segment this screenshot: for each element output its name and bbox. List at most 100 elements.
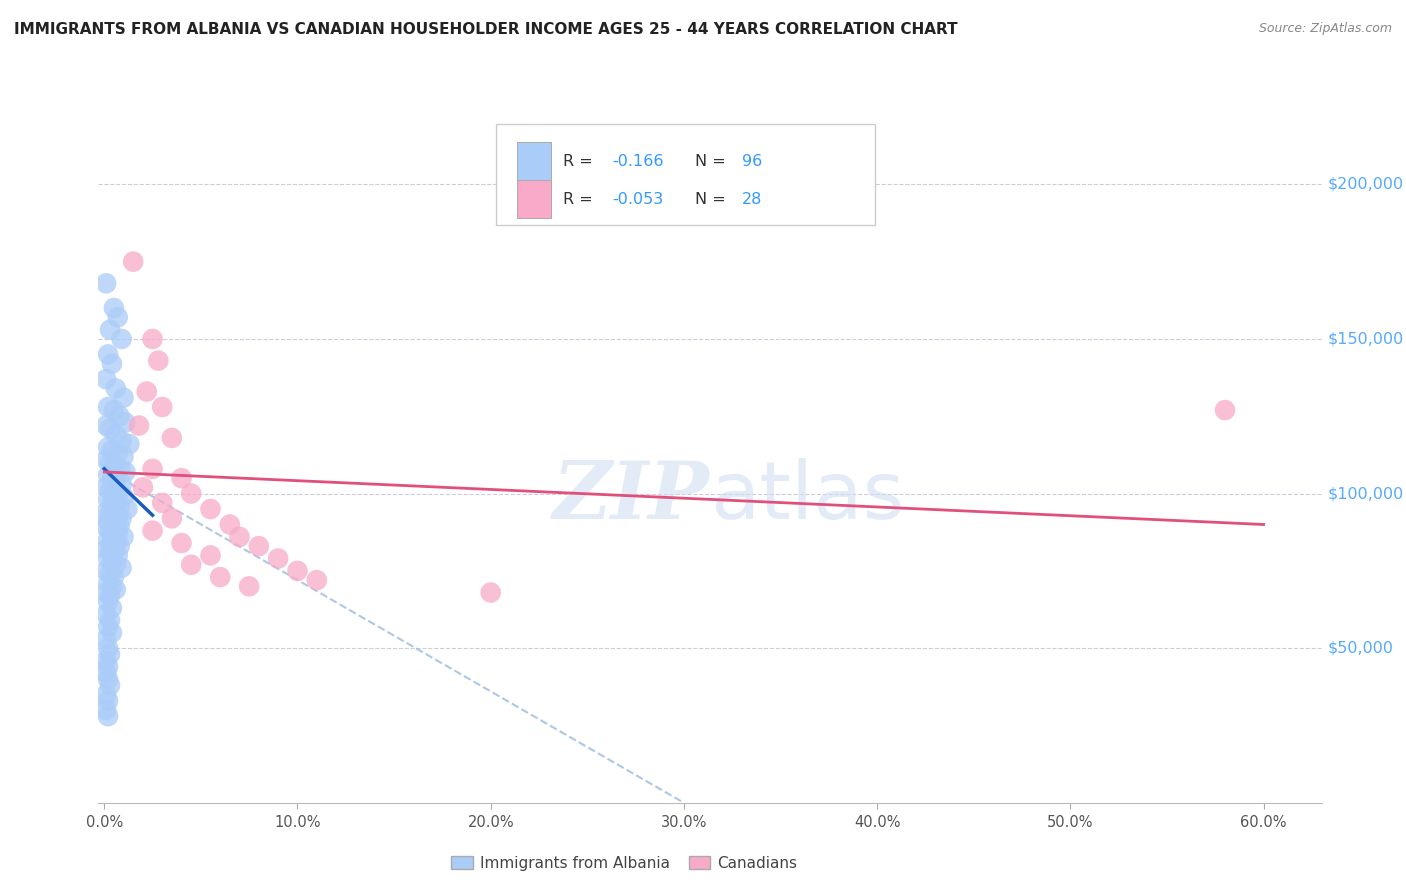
Point bbox=[122, 254, 145, 268]
Point bbox=[97, 641, 120, 656]
Point bbox=[94, 542, 117, 557]
Point bbox=[108, 539, 131, 553]
Point bbox=[97, 492, 120, 507]
Point bbox=[170, 471, 193, 485]
Point bbox=[101, 534, 124, 549]
Text: N =: N = bbox=[696, 153, 731, 169]
Point bbox=[98, 483, 121, 498]
Point bbox=[117, 502, 139, 516]
Point bbox=[97, 672, 120, 686]
Point bbox=[97, 619, 120, 633]
Point bbox=[94, 688, 117, 702]
Point bbox=[101, 579, 124, 593]
Point bbox=[108, 409, 131, 424]
Point bbox=[101, 443, 124, 458]
Point bbox=[218, 517, 240, 532]
Point bbox=[98, 543, 121, 558]
Point bbox=[180, 486, 202, 500]
Point bbox=[112, 490, 135, 504]
FancyBboxPatch shape bbox=[517, 142, 551, 180]
Point bbox=[107, 549, 129, 563]
Point bbox=[1213, 403, 1236, 417]
Text: IMMIGRANTS FROM ALBANIA VS CANADIAN HOUSEHOLDER INCOME AGES 25 - 44 YEARS CORREL: IMMIGRANTS FROM ALBANIA VS CANADIAN HOUS… bbox=[14, 22, 957, 37]
Point bbox=[101, 625, 124, 640]
Point bbox=[97, 694, 120, 708]
Point bbox=[114, 416, 136, 430]
Point bbox=[110, 332, 132, 346]
Point bbox=[112, 530, 135, 544]
Point bbox=[94, 654, 117, 668]
Point bbox=[97, 595, 120, 609]
Point bbox=[287, 564, 309, 578]
Point bbox=[103, 403, 125, 417]
Legend: Immigrants from Albania, Canadians: Immigrants from Albania, Canadians bbox=[447, 851, 803, 875]
Point bbox=[98, 507, 121, 521]
Point bbox=[107, 310, 129, 325]
Point bbox=[107, 446, 129, 460]
Point bbox=[114, 465, 136, 479]
Text: R =: R = bbox=[564, 192, 598, 207]
Point bbox=[98, 589, 121, 603]
Point bbox=[97, 400, 120, 414]
Point bbox=[479, 585, 502, 599]
Text: -0.053: -0.053 bbox=[612, 192, 664, 207]
Point bbox=[101, 357, 124, 371]
Point bbox=[98, 524, 121, 538]
Point bbox=[150, 400, 173, 414]
Point bbox=[94, 632, 117, 646]
Point bbox=[238, 579, 260, 593]
Point bbox=[180, 558, 202, 572]
Point bbox=[141, 332, 163, 346]
Point bbox=[128, 418, 150, 433]
Point bbox=[97, 347, 120, 361]
Point bbox=[108, 519, 131, 533]
Point bbox=[267, 551, 290, 566]
Point bbox=[94, 505, 117, 519]
Point bbox=[94, 585, 117, 599]
Point bbox=[110, 434, 132, 448]
Text: $50,000: $50,000 bbox=[1327, 640, 1393, 656]
Point bbox=[94, 452, 117, 467]
Point bbox=[101, 516, 124, 530]
FancyBboxPatch shape bbox=[517, 180, 551, 219]
Point bbox=[170, 536, 193, 550]
Point bbox=[97, 576, 120, 591]
Point bbox=[160, 431, 183, 445]
Point bbox=[118, 437, 141, 451]
Point bbox=[108, 499, 131, 513]
Point bbox=[135, 384, 157, 399]
Point bbox=[110, 511, 132, 525]
Point bbox=[98, 648, 121, 662]
Point bbox=[247, 539, 270, 553]
Point bbox=[94, 372, 117, 386]
Text: Source: ZipAtlas.com: Source: ZipAtlas.com bbox=[1258, 22, 1392, 36]
Point bbox=[104, 427, 127, 442]
Point bbox=[101, 471, 124, 485]
Point bbox=[94, 703, 117, 717]
Point bbox=[141, 524, 163, 538]
Point bbox=[97, 551, 120, 566]
Point bbox=[112, 450, 135, 464]
Point bbox=[103, 570, 125, 584]
Point bbox=[98, 566, 121, 581]
Text: 28: 28 bbox=[742, 192, 762, 207]
Point bbox=[103, 486, 125, 500]
Text: $200,000: $200,000 bbox=[1327, 177, 1403, 192]
Point bbox=[94, 520, 117, 534]
Point bbox=[150, 496, 173, 510]
Point bbox=[200, 502, 222, 516]
Point bbox=[98, 323, 121, 337]
Point bbox=[200, 549, 222, 563]
Text: $100,000: $100,000 bbox=[1327, 486, 1405, 501]
Point bbox=[132, 480, 155, 494]
Point bbox=[107, 488, 129, 502]
Point bbox=[103, 545, 125, 559]
Point bbox=[104, 582, 127, 597]
Point bbox=[160, 511, 183, 525]
Text: -0.166: -0.166 bbox=[612, 153, 664, 169]
Point bbox=[104, 474, 127, 488]
Point bbox=[94, 607, 117, 622]
Point bbox=[112, 391, 135, 405]
Text: $150,000: $150,000 bbox=[1327, 332, 1405, 346]
Point bbox=[98, 422, 121, 436]
